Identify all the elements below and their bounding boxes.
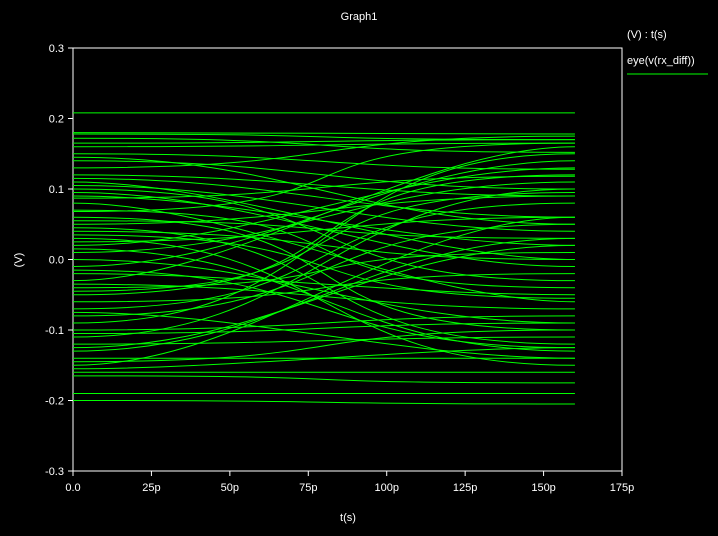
- chart-title: Graph1: [341, 11, 378, 23]
- eye-trace: [72, 216, 575, 243]
- eye-trace: [72, 133, 575, 141]
- x-axis-label: t(s): [340, 512, 356, 524]
- eye-trace: [72, 139, 575, 144]
- eye-trace: [72, 311, 575, 359]
- eye-trace: [72, 167, 575, 246]
- eye-trace: [72, 188, 575, 282]
- eye-trace: [72, 347, 575, 370]
- x-tick-label: 175p: [610, 482, 634, 494]
- eye-trace: [72, 322, 575, 335]
- y-tick-label: -0.2: [45, 396, 64, 408]
- eye-trace: [72, 146, 575, 282]
- eye-trace: [72, 375, 575, 384]
- x-tick-label: 125p: [453, 482, 477, 494]
- x-tick-label: 50p: [221, 482, 239, 494]
- eye-trace: [72, 336, 575, 345]
- eye-trace: [72, 153, 575, 170]
- eye-trace: [72, 315, 575, 331]
- eye-trace: [72, 209, 575, 289]
- eye-trace: [72, 156, 575, 225]
- y-tick-label: 0.3: [49, 43, 64, 55]
- legend-entry-label: eye(v(rx_diff)): [627, 55, 695, 67]
- eye-trace: [72, 244, 575, 349]
- eye-trace: [72, 230, 575, 260]
- eye-trace: [72, 132, 575, 135]
- x-tick-label: 25p: [142, 482, 160, 494]
- x-axis-ticks: 0.0 25p 50p 75p 100p 125p 150p 175p: [65, 471, 634, 494]
- y-tick-label: -0.1: [45, 325, 64, 337]
- legend-header: (V) : t(s): [627, 29, 667, 41]
- y-tick-label: 0.2: [49, 114, 64, 126]
- eye-trace: [72, 181, 575, 260]
- eye-trace: [72, 153, 575, 324]
- eye-trace: [72, 269, 575, 349]
- y-axis-label: (V): [13, 253, 25, 268]
- y-axis-ticks: 0.3 0.2 0.1 0.0 -0.1 -0.2 -0.3: [45, 43, 73, 478]
- x-tick-label: 100p: [374, 482, 398, 494]
- eye-trace: [72, 142, 575, 148]
- x-tick-label: 150p: [531, 482, 555, 494]
- eye-trace: [72, 248, 575, 352]
- y-tick-label: 0.1: [49, 184, 64, 196]
- eye-trace: [72, 400, 575, 405]
- eye-trace: [72, 195, 575, 225]
- y-tick-label: 0.0: [49, 255, 64, 267]
- eye-trace: [72, 273, 575, 296]
- eye-trace: [72, 192, 575, 292]
- eye-trace: [72, 329, 575, 363]
- eye-trace: [72, 237, 575, 352]
- eye-trace: [72, 175, 575, 199]
- y-tick-label: -0.3: [45, 466, 64, 478]
- eye-trace: [72, 142, 575, 213]
- eye-trace: [72, 160, 575, 190]
- eye-trace: [72, 234, 575, 299]
- x-tick-label: 75p: [299, 482, 317, 494]
- eye-trace: [72, 216, 575, 366]
- eye-traces: [72, 112, 575, 405]
- eye-trace: [72, 135, 575, 169]
- eye-trace: [72, 177, 575, 218]
- eye-trace: [72, 202, 575, 310]
- x-tick-label: 0.0: [65, 482, 80, 494]
- eye-trace: [72, 181, 575, 253]
- eye-trace: [72, 223, 575, 317]
